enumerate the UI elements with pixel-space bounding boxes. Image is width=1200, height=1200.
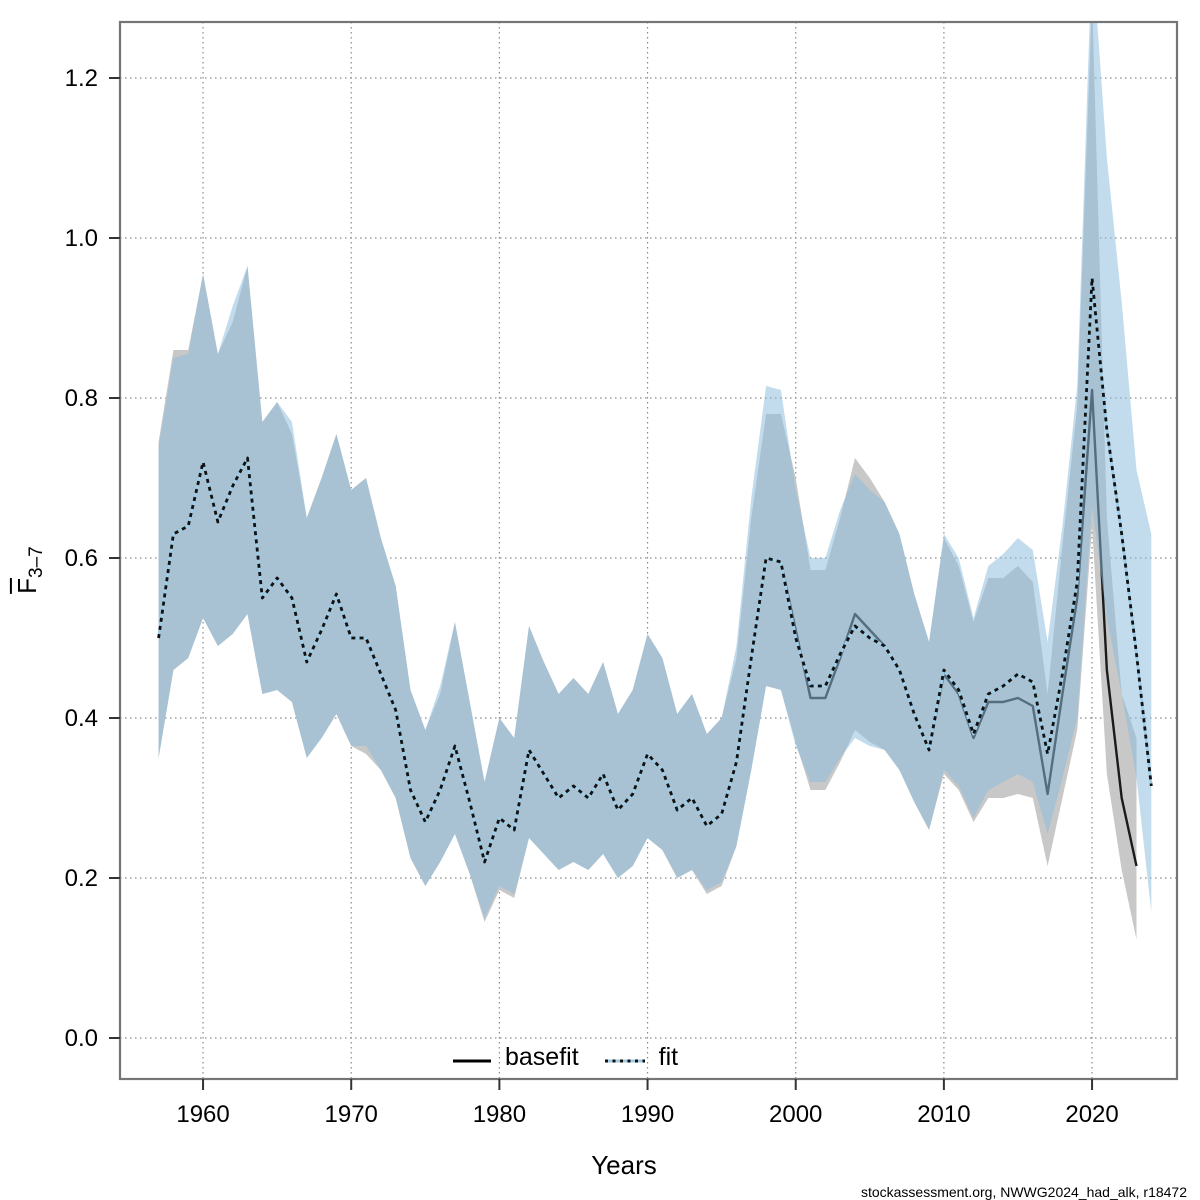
plot-area <box>157 23 1153 940</box>
footer-note: stockassessment.org, NWWG2024_had_alk, r… <box>860 1184 1187 1200</box>
legend: basefit fit <box>452 1042 678 1072</box>
legend-label-fit: fit <box>658 1042 679 1071</box>
y-axis-title-sub: 3–7 <box>26 546 48 578</box>
fit-line-sample <box>604 1043 646 1072</box>
y-axis-title-main: F <box>11 578 42 594</box>
y-tick-label: 0.2 <box>65 865 98 892</box>
tick-labels: 1960 1970 1980 1990 2000 2010 2020 0.0 0.2 0.4 0.6… <box>65 65 1119 1128</box>
y-axis-title: F3–7 <box>12 490 48 650</box>
x-axis-title: Years <box>0 1150 1200 1181</box>
x-tick-label: 1970 <box>325 1101 378 1128</box>
x-tick-label: 2020 <box>1065 1101 1118 1128</box>
fit-confidence-band <box>158 23 1152 918</box>
x-tick-label: 2000 <box>769 1101 822 1128</box>
y-tick-label: 0.4 <box>65 705 98 732</box>
x-tick-label: 2010 <box>917 1101 970 1128</box>
legend-label-basefit: basefit <box>505 1042 579 1071</box>
fit-line-dotted <box>157 276 1153 864</box>
basefit-line-sample <box>452 1043 492 1072</box>
y-tick-label: 0.6 <box>65 545 98 572</box>
y-tick-label: 0.8 <box>65 385 98 412</box>
x-axis-title-text: Years <box>591 1150 657 1180</box>
x-tick-label: 1990 <box>621 1101 674 1128</box>
y-tick-label: 1.0 <box>65 225 98 252</box>
y-tick-label: 0.0 <box>65 1025 98 1052</box>
axis-ticks <box>109 77 1094 1090</box>
x-tick-label: 1960 <box>176 1101 229 1128</box>
y-tick-label: 1.2 <box>65 65 98 92</box>
x-tick-label: 1980 <box>473 1101 526 1128</box>
